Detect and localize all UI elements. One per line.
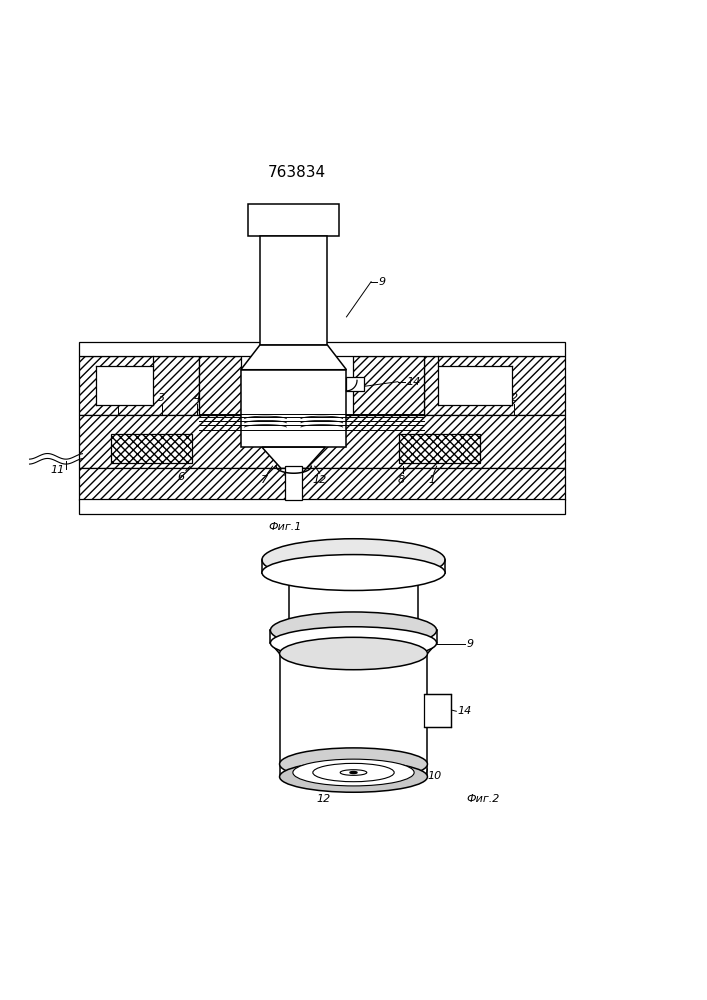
Text: 9: 9 xyxy=(466,639,473,649)
Text: 1: 1 xyxy=(429,475,436,485)
Polygon shape xyxy=(241,345,346,370)
Ellipse shape xyxy=(270,612,437,649)
Bar xyxy=(424,694,450,727)
Ellipse shape xyxy=(262,555,445,590)
Text: 10: 10 xyxy=(264,437,278,447)
Ellipse shape xyxy=(340,770,367,775)
Text: 11: 11 xyxy=(50,465,65,475)
Text: 7: 7 xyxy=(260,475,268,485)
Bar xyxy=(354,356,424,430)
Text: 4: 4 xyxy=(194,393,201,403)
Text: 14: 14 xyxy=(457,706,472,716)
Ellipse shape xyxy=(279,637,428,670)
Polygon shape xyxy=(262,447,325,468)
Ellipse shape xyxy=(312,763,395,782)
Ellipse shape xyxy=(270,627,437,659)
Text: 12: 12 xyxy=(317,794,331,804)
Ellipse shape xyxy=(350,771,357,774)
Text: 14: 14 xyxy=(407,377,421,387)
Bar xyxy=(79,468,565,500)
Bar xyxy=(199,356,241,430)
Text: 8: 8 xyxy=(398,475,405,485)
Bar xyxy=(110,434,192,463)
Text: 7: 7 xyxy=(283,475,290,485)
Bar xyxy=(260,236,327,345)
Text: 3: 3 xyxy=(158,393,165,403)
Text: 5: 5 xyxy=(114,393,121,403)
Bar xyxy=(424,356,565,415)
Text: Фиг.1: Фиг.1 xyxy=(269,522,302,532)
Bar xyxy=(399,434,480,463)
Bar xyxy=(79,415,565,468)
Text: 6: 6 xyxy=(177,472,185,482)
Text: 763834: 763834 xyxy=(268,165,326,180)
Bar xyxy=(346,377,364,391)
Bar xyxy=(79,499,565,514)
Text: 10: 10 xyxy=(428,771,442,781)
Bar xyxy=(248,204,339,236)
Bar xyxy=(79,342,565,356)
Text: 2: 2 xyxy=(510,393,518,403)
Text: Фиг.2: Фиг.2 xyxy=(466,794,500,804)
Bar xyxy=(241,370,346,447)
Ellipse shape xyxy=(262,539,445,581)
Bar xyxy=(438,366,512,405)
Bar xyxy=(79,356,199,415)
Bar xyxy=(285,466,302,500)
Ellipse shape xyxy=(279,748,428,780)
Text: 12: 12 xyxy=(312,475,327,485)
Bar xyxy=(96,366,153,405)
Text: 9: 9 xyxy=(378,277,385,287)
Ellipse shape xyxy=(293,759,414,786)
Ellipse shape xyxy=(279,761,428,792)
